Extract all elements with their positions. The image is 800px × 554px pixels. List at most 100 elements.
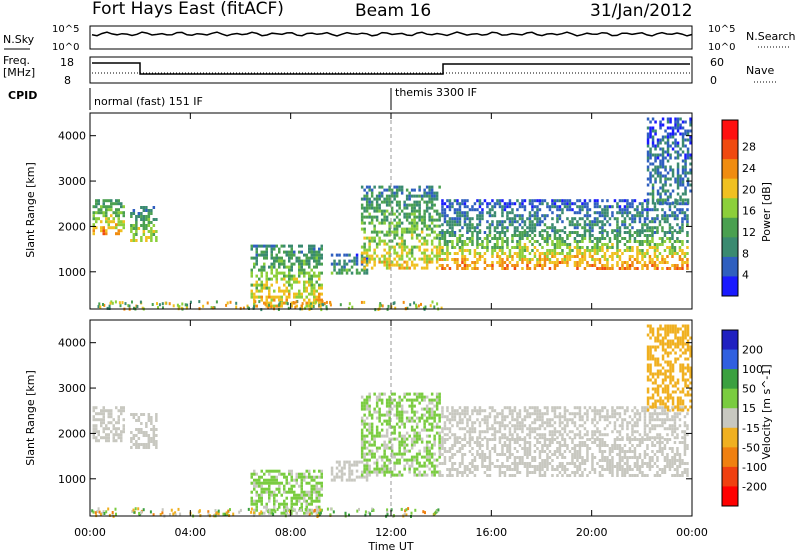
velocity-echo-cell: [448, 456, 452, 459]
velocity-echo-cell: [370, 437, 374, 441]
velocity-echo-cell: [513, 418, 517, 422]
velocity-echo-cell: [320, 487, 323, 491]
velocity-echo-cell: [488, 427, 492, 431]
power-echo-cell: [375, 242, 379, 246]
power-echo-cell: [651, 186, 655, 190]
power-echo-cell: [254, 300, 257, 304]
power-echo-cell: [103, 303, 106, 307]
power-echo-cell: [606, 234, 609, 237]
power-echo-cell: [313, 286, 316, 290]
power-echo-cell: [661, 162, 665, 166]
power-echo-cell: [631, 264, 634, 267]
velocity-echo-cell: [491, 438, 494, 441]
velocity-echo-cell: [368, 425, 371, 429]
power-echo-cell: [638, 261, 642, 264]
power-echo-cell: [556, 208, 559, 212]
power-echo-cell: [671, 243, 674, 246]
power-echo-cell: [498, 258, 502, 261]
power-echo-cell: [518, 258, 522, 261]
power-echo-cell: [290, 256, 293, 260]
velocity-echo-cell: [258, 499, 261, 503]
power-echo-cell: [428, 224, 431, 228]
power-echo-cell: [438, 231, 442, 234]
power-echo-cell: [308, 250, 311, 254]
power-echo-cell: [498, 205, 502, 209]
velocity-echo-cell: [360, 452, 364, 456]
power-echo-cell: [638, 211, 642, 215]
power-echo-cell: [521, 202, 524, 206]
power-echo-cell: [518, 237, 522, 240]
power-echo-cell: [320, 253, 323, 257]
velocity-echo-cell: [576, 468, 579, 471]
power-echo-cell: [603, 208, 607, 212]
power-echo-cell: [428, 215, 431, 219]
power-echo-cell: [671, 132, 675, 136]
velocity-echo-cell: [446, 406, 449, 410]
velocity-echo-cell: [403, 422, 406, 426]
power-echo-cell: [518, 240, 522, 243]
power-echo-cell: [528, 220, 532, 224]
velocity-echo-cell: [631, 456, 634, 459]
velocity-echo-cell: [631, 424, 634, 428]
power-echo-cell: [433, 197, 436, 201]
power-echo-cell: [310, 289, 313, 293]
power-echo-cell: [513, 264, 517, 267]
power-echo-cell: [558, 217, 562, 221]
velocity-echo-cell: [566, 421, 569, 425]
velocity-echo-cell: [415, 440, 419, 444]
velocity-echo-cell: [636, 444, 639, 447]
velocity-echo-cell: [603, 444, 607, 447]
power-echo-cell: [263, 253, 266, 257]
power-echo-cell: [591, 264, 594, 267]
power-echo-cell: [681, 192, 685, 196]
velocity-echo-cell: [423, 425, 426, 429]
velocity-echo-cell: [461, 471, 464, 474]
power-echo-cell: [686, 246, 689, 249]
velocity-echo-cell: [268, 496, 271, 500]
velocity-echo-cell: [435, 404, 439, 408]
velocity-echo-cell: [488, 456, 492, 459]
power-echo-cell: [100, 229, 103, 233]
power-echo-cell: [278, 265, 281, 269]
power-echo-cell: [265, 301, 268, 305]
power-echo-cell: [493, 229, 497, 233]
power-echo-cell: [448, 199, 452, 203]
power-echo-cell: [435, 233, 439, 237]
power-echo-cell: [676, 117, 680, 121]
power-echo-cell: [601, 211, 604, 215]
velocity-echo-cell: [518, 459, 522, 462]
power-echo-cell: [420, 230, 424, 234]
power-echo-cell: [689, 138, 692, 142]
power-echo-cell: [375, 209, 379, 213]
power-echo-cell: [365, 263, 369, 267]
power-echo-cell: [288, 256, 291, 260]
power-echo-cell: [656, 201, 660, 205]
velocity-echo-cell: [626, 406, 629, 410]
velocity-echo-cell: [568, 462, 572, 465]
power-echo-cell: [501, 258, 504, 261]
power-echo-cell: [380, 209, 384, 213]
power-echo-cell: [425, 206, 429, 210]
power-echo-cell: [681, 261, 684, 264]
velocity-echo-cell: [333, 478, 336, 482]
power-echo-cell: [115, 232, 118, 236]
power-echo-cell: [438, 246, 442, 249]
power-echo-cell: [656, 141, 660, 145]
power-echo-cell: [278, 259, 281, 263]
power-echo-cell: [135, 224, 138, 227]
power-echo-cell: [528, 226, 532, 230]
power-echo-cell: [443, 243, 447, 246]
velocity-echo-cell: [486, 474, 489, 477]
power-echo-cell: [543, 217, 547, 221]
velocity-echo-cell: [283, 508, 286, 512]
velocity-echo-cell: [601, 433, 604, 437]
power-echo-cell: [546, 234, 549, 237]
power-echo-cell: [656, 208, 659, 212]
power-echo-cell: [273, 259, 276, 263]
velocity-echo-cell: [293, 490, 296, 494]
power-echo-cell: [538, 220, 542, 224]
power-echo-cell: [548, 267, 552, 270]
velocity-echo-cell: [415, 398, 419, 402]
power-echo-cell: [668, 240, 672, 243]
power-echo-cell: [410, 209, 414, 213]
